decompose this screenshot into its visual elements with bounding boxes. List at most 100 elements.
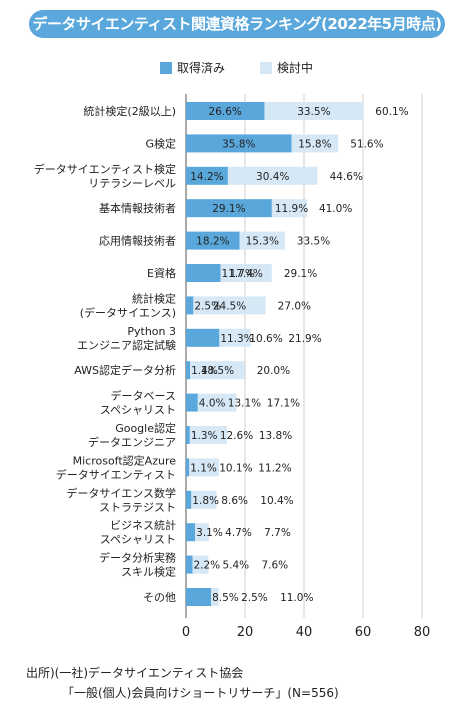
bar-acquired bbox=[186, 523, 196, 542]
value-label-total: 20.0% bbox=[257, 365, 290, 377]
bar-acquired bbox=[186, 555, 193, 574]
value-label-total: 7.6% bbox=[261, 560, 288, 572]
value-label-considering: 15.3% bbox=[246, 236, 279, 248]
bar-acquired bbox=[186, 264, 221, 282]
value-label-considering: 33.5% bbox=[297, 106, 330, 118]
category-label: Microsoft認定Azure データサイエンティスト bbox=[56, 453, 176, 481]
value-label-total: 33.5% bbox=[297, 236, 330, 248]
bar-considering bbox=[264, 102, 364, 120]
bar-considering bbox=[227, 166, 318, 185]
chart-title: データサイエンティスト関連資格ランキング(2022年5月時点) bbox=[29, 10, 445, 38]
bar-acquired bbox=[186, 199, 272, 218]
value-label-considering: 12.6% bbox=[220, 430, 253, 442]
value-label-considering: 30.4% bbox=[256, 171, 289, 183]
bar-considering bbox=[195, 523, 210, 542]
x-tick-label: 40 bbox=[296, 625, 313, 640]
bar-acquired bbox=[186, 166, 228, 185]
value-label-considering: 13.1% bbox=[228, 398, 261, 410]
bar-considering bbox=[189, 458, 220, 477]
value-label-total: 17.1% bbox=[267, 398, 300, 410]
value-label-acquired: 1.1% bbox=[190, 462, 217, 474]
x-tick-label: 80 bbox=[414, 625, 431, 640]
source-line-1: 出所)(一社)データサイエンティスト協会 bbox=[26, 666, 244, 680]
category-label: 統計検定(2級以上) bbox=[83, 104, 176, 118]
value-label-total: 10.4% bbox=[260, 495, 293, 507]
value-label-acquired: 3.1% bbox=[196, 527, 223, 539]
legend-item-considering: 検討中 bbox=[260, 60, 313, 76]
value-label-total: 60.1% bbox=[375, 106, 408, 118]
value-label-total: 27.0% bbox=[278, 300, 311, 312]
legend-item-acquired: 取得済み bbox=[160, 60, 225, 76]
bar-acquired bbox=[186, 296, 194, 315]
value-label-considering: 17.4% bbox=[230, 268, 263, 280]
legend-label-acquired: 取得済み bbox=[177, 61, 226, 75]
stacked-bar-chart: 0 20 40 60 80 統計検定(2級以上) 26.6% 33.5% 60.1% G検定 35.… bbox=[34, 94, 431, 640]
x-tick-label: 20 bbox=[237, 625, 254, 640]
category-label: E資格 bbox=[147, 266, 176, 280]
bar-considering bbox=[220, 264, 272, 282]
value-label-considering: 10.1% bbox=[219, 462, 252, 474]
bar-acquired bbox=[186, 361, 191, 380]
value-label-considering: 18.5% bbox=[201, 365, 234, 377]
legend-swatch-acquired bbox=[160, 62, 172, 74]
value-label-considering: 4.7% bbox=[225, 527, 252, 539]
category-label: 応用情報技術者 bbox=[99, 234, 176, 248]
bar-considering bbox=[197, 393, 237, 412]
bar-acquired bbox=[186, 134, 292, 153]
bar-acquired bbox=[186, 393, 198, 412]
category-label: データサイエンス数学ストラテジスト bbox=[66, 486, 176, 514]
category-label: Google認定データエンジニア bbox=[88, 421, 176, 449]
bar-considering bbox=[193, 296, 266, 315]
value-label-considering: 11.9% bbox=[275, 203, 308, 215]
bar-considering bbox=[291, 134, 339, 153]
bar-considering bbox=[190, 361, 245, 380]
value-label-acquired: 26.6% bbox=[209, 106, 242, 118]
bar-acquired bbox=[186, 231, 240, 250]
value-label-acquired: 1.8% bbox=[192, 495, 219, 507]
value-label-total: 29.1% bbox=[284, 268, 317, 280]
category-label: ビジネス統計スペシャリスト bbox=[100, 518, 176, 546]
value-label-total: 7.7% bbox=[264, 527, 291, 539]
value-label-acquired: 1.4% bbox=[191, 365, 218, 377]
value-label-total: 11.2% bbox=[258, 462, 291, 474]
bar-considering bbox=[271, 199, 307, 218]
value-label-total: 51.6% bbox=[350, 138, 383, 150]
value-label-acquired: 2.5% bbox=[194, 300, 221, 312]
x-tick-label: 0 bbox=[182, 625, 190, 640]
chart-legend: 取得済み 検討中 bbox=[0, 60, 474, 80]
value-label-acquired: 1.3% bbox=[191, 430, 218, 442]
category-label: G検定 bbox=[145, 136, 176, 150]
value-label-considering: 10.6% bbox=[249, 333, 282, 345]
value-label-acquired: 14.2% bbox=[190, 171, 223, 183]
value-label-considering: 24.5% bbox=[213, 300, 246, 312]
value-label-considering: 15.8% bbox=[298, 138, 331, 150]
x-tick-label: 60 bbox=[355, 625, 372, 640]
category-label: その他 bbox=[143, 591, 176, 604]
bar-considering bbox=[192, 555, 209, 574]
bar-acquired bbox=[186, 328, 220, 347]
bar-acquired bbox=[186, 490, 192, 509]
value-label-acquired: 35.8% bbox=[222, 138, 255, 150]
bar-considering bbox=[211, 588, 219, 606]
bar-acquired bbox=[186, 588, 212, 606]
legend-swatch-considering bbox=[260, 62, 272, 74]
value-label-considering: 8.6% bbox=[221, 495, 248, 507]
bar-considering bbox=[219, 328, 251, 347]
value-label-acquired: 18.2% bbox=[196, 236, 229, 248]
bar-acquired bbox=[186, 102, 265, 120]
value-label-acquired: 11.7% bbox=[222, 268, 255, 280]
value-label-acquired: 8.5% bbox=[212, 592, 239, 604]
bar-considering bbox=[189, 426, 228, 444]
category-label: Python 3 エンジニア認定試験 bbox=[77, 325, 176, 352]
bar-considering bbox=[191, 490, 217, 509]
category-label: 統計検定(データサイエンス) bbox=[80, 291, 176, 319]
bar-considering bbox=[239, 231, 285, 250]
value-label-total: 41.0% bbox=[319, 203, 352, 215]
value-label-acquired: 29.1% bbox=[212, 203, 245, 215]
category-label: 基本情報技術者 bbox=[99, 201, 176, 215]
value-label-acquired: 4.0% bbox=[199, 398, 226, 410]
category-label: データベーススペシャリスト bbox=[100, 389, 176, 417]
value-label-acquired: 11.3% bbox=[220, 333, 253, 345]
value-label-total: 21.9% bbox=[288, 333, 321, 345]
category-label: データ分析実務スキル検定 bbox=[99, 551, 176, 579]
